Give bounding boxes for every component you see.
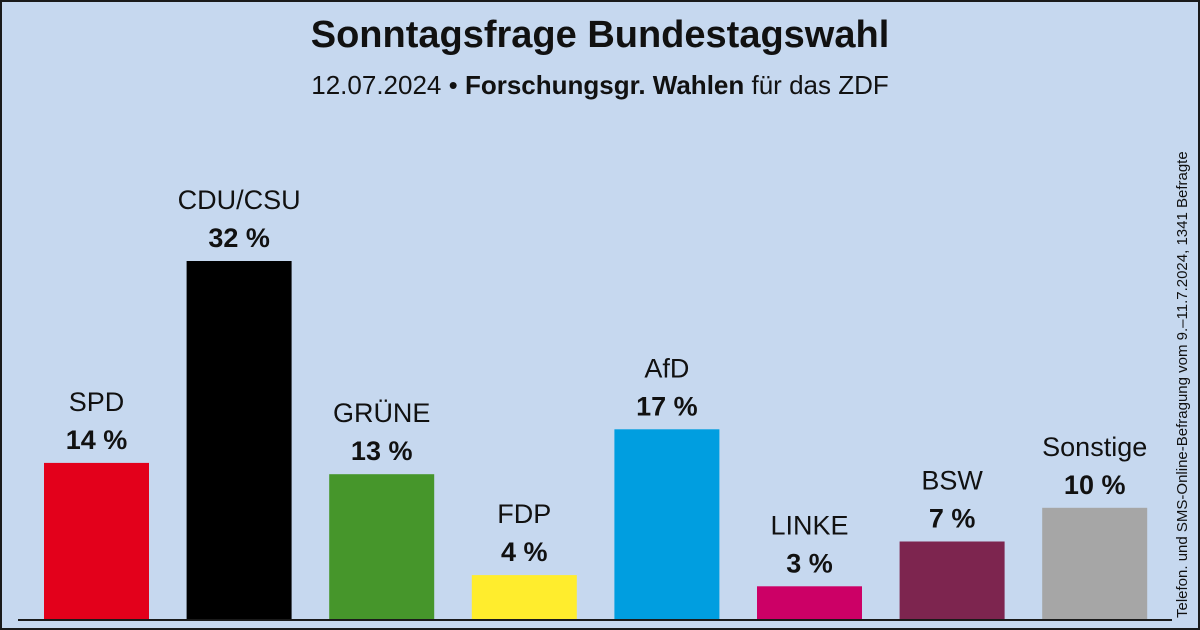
category-label-afd: AfD: [644, 353, 689, 383]
value-label-afd: 17 %: [636, 391, 698, 421]
bar-cdu-csu: [186, 261, 292, 620]
client-name: für das ZDF: [751, 70, 889, 100]
value-label-fdp: 4 %: [501, 537, 548, 567]
bar-linke: [757, 586, 862, 620]
category-label-gr-ne: GRÜNE: [333, 398, 431, 428]
category-label-cdu-csu: CDU/CSU: [178, 185, 301, 215]
value-label-spd: 14 %: [66, 425, 128, 455]
bars-group: 14 % SPD 32 % CDU/CSU 13 % GRÜNE 4 % FDP 17 % AfD…: [44, 185, 1147, 620]
value-label-gr-ne: 13 %: [351, 436, 413, 466]
separator: •: [448, 70, 458, 100]
value-label-sonstige: 10 %: [1064, 470, 1126, 500]
value-label-cdu-csu: 32 %: [208, 223, 270, 253]
category-label-sonstige: Sonstige: [1042, 432, 1147, 462]
bar-fdp: [471, 575, 577, 620]
category-label-fdp: FDP: [497, 499, 551, 529]
category-label-bsw: BSW: [921, 466, 983, 496]
value-label-linke: 3 %: [786, 548, 833, 578]
category-label-spd: SPD: [69, 387, 125, 417]
chart-subtitle: 12.07.2024 • Forschungsgr. Wahlen für da…: [0, 70, 1200, 101]
bar-spd: [44, 462, 149, 620]
bar-afd: [614, 429, 720, 620]
value-label-bsw: 7 %: [929, 504, 976, 534]
bar-bsw: [899, 541, 1005, 620]
institute-name: Forschungsgr. Wahlen: [464, 70, 745, 100]
chart-title: Sonntagsfrage Bundestagswahl: [310, 14, 890, 56]
bar-sonstige: [1042, 507, 1148, 620]
bar-gr-ne: [329, 474, 435, 620]
category-label-linke: LINKE: [770, 510, 848, 540]
poll-date: 12.07.2024: [311, 70, 442, 100]
